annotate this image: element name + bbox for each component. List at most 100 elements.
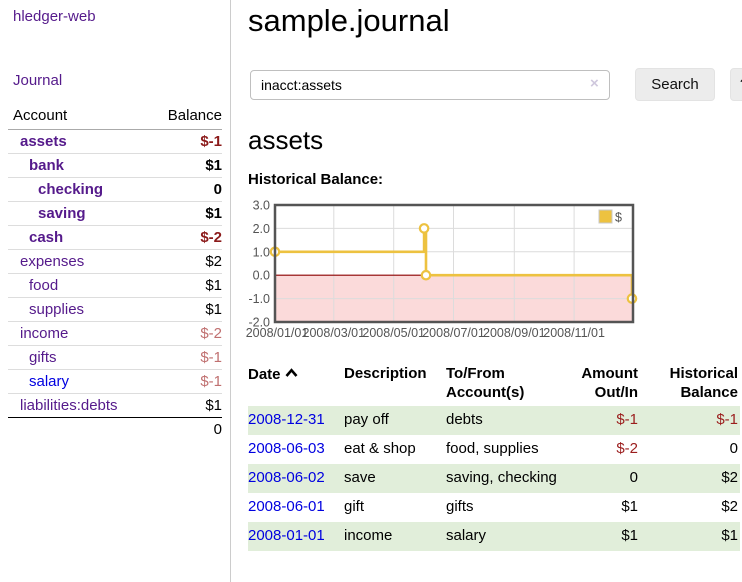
register-row[interactable]: 2008-01-01 income salary $1 $1 [248, 522, 740, 551]
account-row-income: income $-2 [8, 321, 222, 346]
transaction-accounts: saving, checking [446, 469, 557, 486]
account-link-gifts[interactable]: gifts [29, 349, 57, 366]
svg-text:-1.0: -1.0 [248, 292, 270, 306]
transaction-date-link[interactable]: 2008-06-02 [248, 469, 325, 486]
account-balance: $1 [146, 153, 222, 178]
transaction-date-link[interactable]: 2008-12-31 [248, 411, 325, 428]
account-link-checking[interactable]: checking [38, 181, 104, 198]
svg-text:2008/01/01: 2008/01/01 [246, 326, 309, 340]
register-row[interactable]: 2008-06-01 gift gifts $1 $2 [248, 493, 740, 522]
register-header-date[interactable]: Date [248, 362, 344, 406]
transaction-description: save [344, 469, 376, 486]
chart-border [273, 203, 635, 324]
sort-ascending-icon [285, 364, 298, 383]
svg-text:2008/05/01: 2008/05/01 [362, 326, 425, 340]
account-balance: $-2 [146, 225, 222, 250]
account-row-saving: saving $1 [8, 201, 222, 226]
transaction-accounts: food, supplies [446, 440, 539, 457]
account-balance: $-2 [146, 321, 222, 346]
page-title: sample.journal [248, 3, 450, 38]
register-header-accounts: To/From Account(s) [446, 365, 525, 401]
transaction-description: gift [344, 498, 365, 515]
transaction-balance: $2 [721, 469, 738, 486]
search-form: × Search ? [250, 68, 742, 101]
accounts-total-value: 0 [146, 417, 222, 441]
account-balance: $1 [146, 297, 222, 322]
clear-search-icon[interactable]: × [590, 75, 599, 92]
transaction-balance: $1 [721, 527, 738, 544]
account-link-saving[interactable]: saving [38, 205, 86, 222]
account-balance: $1 [146, 393, 222, 418]
historical-balance-chart[interactable]: $ 3.0 2.0 1.0 0.0 -1.0 -2.0 2008/01/01 2… [243, 199, 647, 348]
register-table: Date Description To/From Account(s) Amou… [248, 362, 740, 551]
app-title-link[interactable]: hledger-web [13, 8, 96, 25]
account-link-bank[interactable]: bank [29, 157, 65, 174]
sidebar-item-journal[interactable]: Journal [13, 72, 63, 89]
search-input[interactable] [250, 70, 610, 100]
account-row-food: food $1 [8, 273, 222, 298]
account-row-cash: cash $-2 [8, 225, 222, 250]
account-row-bank: bank $1 [8, 153, 222, 178]
account-row-checking: checking 0 [8, 177, 222, 202]
svg-text:2.0: 2.0 [253, 222, 270, 236]
account-balance: $1 [146, 201, 222, 226]
transaction-amount: $-1 [616, 411, 638, 428]
register-header-balance: Historical Balance [669, 365, 738, 401]
transaction-date-link[interactable]: 2008-06-01 [248, 498, 325, 515]
account-balance: $-1 [146, 345, 222, 370]
account-balance: $2 [146, 249, 222, 274]
transaction-date-link[interactable]: 2008-01-01 [248, 527, 325, 544]
account-balance: 0 [146, 177, 222, 202]
account-balance: $-1 [146, 369, 222, 394]
search-button[interactable]: Search [635, 68, 715, 101]
account-link-supplies[interactable]: supplies [29, 301, 85, 318]
svg-text:3.0: 3.0 [253, 200, 270, 213]
account-link-liabilities-debts[interactable]: liabilities:debts [20, 397, 118, 414]
transaction-date-link[interactable]: 2008-06-03 [248, 440, 325, 457]
transaction-balance: 0 [729, 440, 738, 457]
chart-x-axis-labels: 2008/01/01 2008/03/01 2008/05/01 2008/07… [246, 326, 605, 340]
accounts-header-balance: Balance [146, 104, 222, 130]
account-row-gifts: gifts $-1 [8, 345, 222, 370]
transaction-accounts: gifts [446, 498, 474, 515]
account-link-food[interactable]: food [29, 277, 59, 294]
main-content: sample.journal × Search ? assets Histori… [232, 0, 742, 582]
legend-swatch-icon [598, 209, 613, 224]
account-link-income[interactable]: income [20, 325, 69, 342]
svg-text:2008/09/01: 2008/09/01 [483, 326, 546, 340]
sidebar: hledger-web Journal Account Balance asse… [0, 0, 231, 582]
register-header-description: Description [344, 365, 427, 382]
transaction-balance: $2 [721, 498, 738, 515]
register-row[interactable]: 2008-06-02 save saving, checking 0 $2 [248, 464, 740, 493]
chart-y-axis-labels: 3.0 2.0 1.0 0.0 -1.0 -2.0 [248, 199, 270, 330]
legend-label: $ [615, 211, 622, 225]
register-row[interactable]: 2008-06-03 eat & shop food, supplies $-2… [248, 435, 740, 464]
account-row-salary: salary $-1 [8, 369, 222, 394]
transaction-description: pay off [344, 411, 389, 428]
account-row-liabilities-debts: liabilities:debts $1 [8, 393, 222, 418]
svg-text:1.0: 1.0 [253, 245, 270, 259]
account-balance: $-1 [200, 133, 222, 150]
transaction-amount: $-2 [616, 440, 638, 457]
account-link-salary[interactable]: salary [29, 373, 70, 390]
register-row[interactable]: 2008-12-31 pay off debts $-1 $-1 [248, 406, 740, 435]
account-heading: assets [248, 125, 324, 155]
accounts-table: Account Balance assets $-1 bank $1 check… [8, 104, 222, 441]
transaction-amount: $1 [621, 527, 638, 544]
account-link-assets[interactable]: assets [20, 133, 67, 150]
account-balance: $1 [146, 273, 222, 298]
account-link-expenses[interactable]: expenses [20, 253, 85, 270]
transaction-accounts: debts [446, 411, 483, 428]
svg-text:2008/07/01: 2008/07/01 [422, 326, 485, 340]
chart-title: Historical Balance: [248, 171, 384, 188]
register-header-amount: Amount Out/In [581, 365, 638, 401]
transaction-amount: 0 [629, 469, 638, 486]
account-link-cash[interactable]: cash [29, 229, 64, 246]
transaction-description: income [344, 527, 393, 544]
transaction-amount: $1 [621, 498, 638, 515]
accounts-header-account: Account [8, 104, 147, 130]
svg-text:2008/11/01: 2008/11/01 [543, 326, 605, 340]
svg-text:-2.0: -2.0 [248, 316, 270, 330]
svg-text:2008/03/01: 2008/03/01 [303, 326, 366, 340]
help-button[interactable]: ? [730, 68, 742, 101]
